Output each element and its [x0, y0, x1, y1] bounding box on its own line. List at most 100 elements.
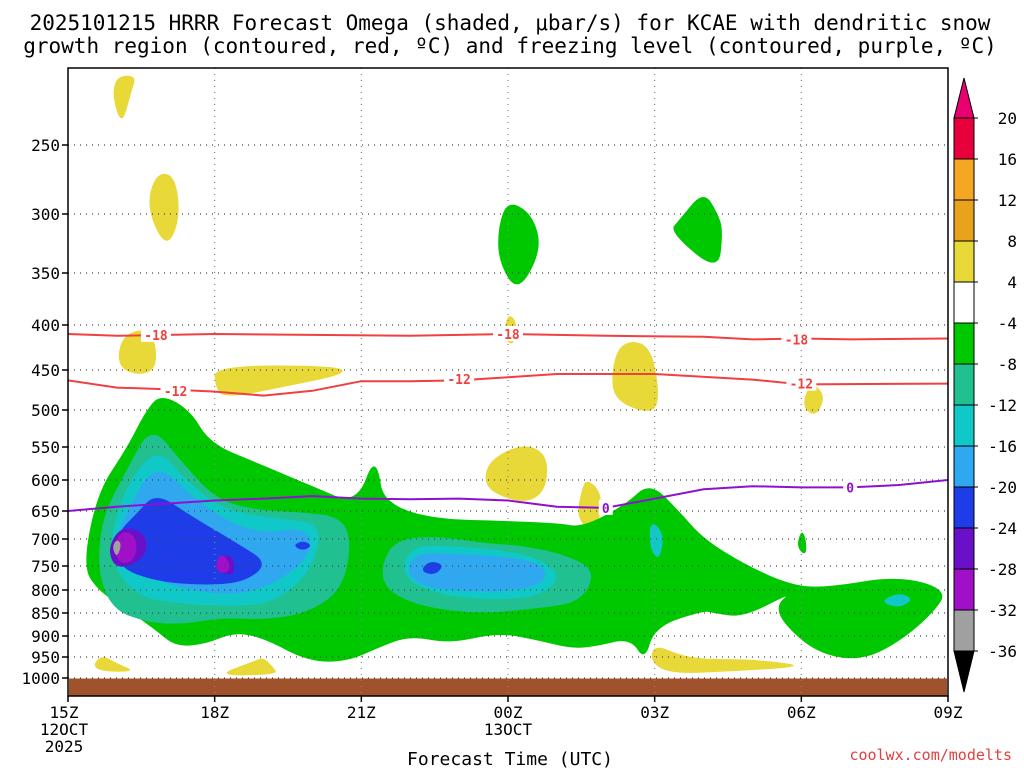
y-tick-label: 950 — [31, 648, 60, 667]
omega-region-minus28 — [216, 555, 230, 573]
y-tick-label: 600 — [31, 471, 60, 490]
omega-region-minus20 — [295, 541, 310, 550]
contour-label-bg — [781, 331, 812, 347]
contour-label-freezing-level: 0 — [846, 481, 854, 496]
x-tick-label: 13OCT — [484, 720, 533, 739]
contour-label-bg — [444, 370, 475, 386]
omega-region-minus28 — [114, 532, 137, 564]
colorbar-label: -32 — [988, 601, 1017, 620]
y-tick-label: 650 — [31, 502, 60, 521]
colorbar-top-arrow — [953, 77, 975, 119]
y-tick-label: 550 — [31, 438, 60, 457]
colorbar-swatch — [953, 445, 975, 488]
colorbar-swatch — [953, 609, 975, 652]
colorbar-label: -8 — [998, 355, 1017, 374]
y-tick-label: 500 — [31, 401, 60, 420]
contour-label-dgz-minus12: -12 — [447, 373, 470, 388]
colorbar-swatch — [953, 568, 975, 611]
colorbar-label: -28 — [988, 560, 1017, 579]
omega-region-minus32 — [113, 540, 121, 555]
x-tick-label: 2025 — [45, 737, 84, 756]
colorbar-label: 4 — [1007, 273, 1017, 292]
contour-label-bg — [493, 326, 523, 341]
y-tick-label: 700 — [31, 530, 60, 549]
x-axis-label: Forecast Time (UTC) — [407, 749, 613, 768]
plot-area: -18 -18 -18 -12 -12 -12 0 0 — [68, 68, 948, 696]
contour-label-dgz-minus18: -18 — [785, 333, 809, 348]
omega-region-minus16 — [408, 553, 546, 592]
omega-region-minus12 — [884, 594, 911, 607]
x-tick-label: 03Z — [640, 703, 669, 722]
credit-text: coolwx.com/modelts — [849, 746, 1012, 764]
y-tick-label: 800 — [31, 581, 60, 600]
omega-region-4 — [804, 385, 823, 414]
colorbar-label: -20 — [988, 478, 1017, 497]
colorbar-label: 16 — [998, 150, 1017, 169]
colorbar-label: -24 — [988, 519, 1017, 538]
colorbar-label: 12 — [998, 191, 1017, 210]
colorbar-swatch — [953, 281, 975, 324]
contour-label-bg — [141, 326, 171, 342]
y-tick-label: 250 — [31, 136, 60, 155]
chart-title-line-2: growth region (contoured, red, ºC) and f… — [23, 34, 997, 58]
omega-region-4 — [226, 658, 276, 676]
colorbar-swatch — [953, 158, 975, 201]
colorbar-swatch — [953, 363, 975, 406]
colorbar-swatch — [953, 199, 975, 242]
x-tick-label: 12OCT — [40, 720, 89, 739]
y-tick-label: 900 — [31, 627, 60, 646]
colorbar-swatch — [953, 240, 975, 283]
colorbar-label: -36 — [988, 642, 1017, 661]
omega-region-4 — [149, 173, 179, 241]
omega-region-4 — [94, 657, 131, 672]
colorbar-label: 8 — [1007, 232, 1017, 251]
omega-region-4 — [578, 481, 601, 530]
y-tick-label: 450 — [31, 361, 60, 380]
contours: -18 -18 -18 -12 -12 -12 0 0 — [68, 326, 948, 517]
omega-region-4 — [612, 342, 658, 411]
contour-freezing-level — [68, 479, 948, 512]
colorbar-label: -4 — [998, 314, 1017, 333]
y-tick-label: 750 — [31, 557, 60, 576]
y-tick-label: 350 — [31, 264, 60, 283]
colorbar-swatch — [953, 322, 975, 365]
colorbar-swatch — [953, 404, 975, 447]
x-tick-label: 15Z — [50, 703, 79, 722]
contour-label-dgz-minus18: -18 — [144, 329, 168, 344]
omega-region-4 — [113, 75, 135, 119]
colorbar-label: -16 — [988, 437, 1017, 456]
x-tick-label: 18Z — [200, 703, 229, 722]
omega-region-minus4 — [673, 197, 722, 263]
colorbar-swatch — [953, 117, 975, 160]
contour-label-dgz-minus12: -12 — [164, 385, 187, 400]
chart-title-line-1: 2025101215 HRRR Forecast Omega (shaded, … — [30, 11, 991, 35]
y-tick-label: 300 — [31, 205, 60, 224]
colorbar-swatch — [953, 486, 975, 529]
x-tick-label: 00Z — [494, 703, 523, 722]
colorbar-label: 20 — [998, 109, 1017, 128]
x-tick-label: 21Z — [347, 703, 376, 722]
omega-region-4 — [651, 647, 794, 673]
contour-label-bg — [843, 479, 858, 495]
omega-shading — [86, 75, 943, 676]
colorbar-legend: 20 16 12 8 4 -4 -8 -12 -16 -20 -24 -28 -32 -36 — [953, 77, 1017, 693]
axes: 250 300 350 400 450 500 550 600 650 700 750 800 850 9… — [21, 67, 963, 756]
contour-label-bg — [786, 375, 817, 391]
y-tick-label: 1000 — [21, 669, 60, 688]
colorbar-label: -12 — [988, 396, 1017, 415]
y-tick-label: 850 — [31, 604, 60, 623]
contour-label-dgz-minus12: -12 — [790, 378, 813, 393]
omega-region-minus20 — [422, 562, 442, 574]
colorbar-swatch — [953, 527, 975, 570]
omega-region-4 — [214, 365, 343, 396]
contour-label-bg — [160, 382, 191, 398]
y-tick-label: 400 — [31, 316, 60, 335]
contour-label-dgz-minus18: -18 — [496, 328, 520, 343]
colorbar-bottom-arrow — [953, 650, 975, 693]
x-tick-label: 06Z — [787, 703, 816, 722]
omega-region-minus12 — [649, 524, 663, 557]
contour-label-freezing-level: 0 — [602, 502, 610, 517]
contour-label-bg — [598, 499, 613, 515]
omega-region-minus4 — [798, 532, 807, 554]
